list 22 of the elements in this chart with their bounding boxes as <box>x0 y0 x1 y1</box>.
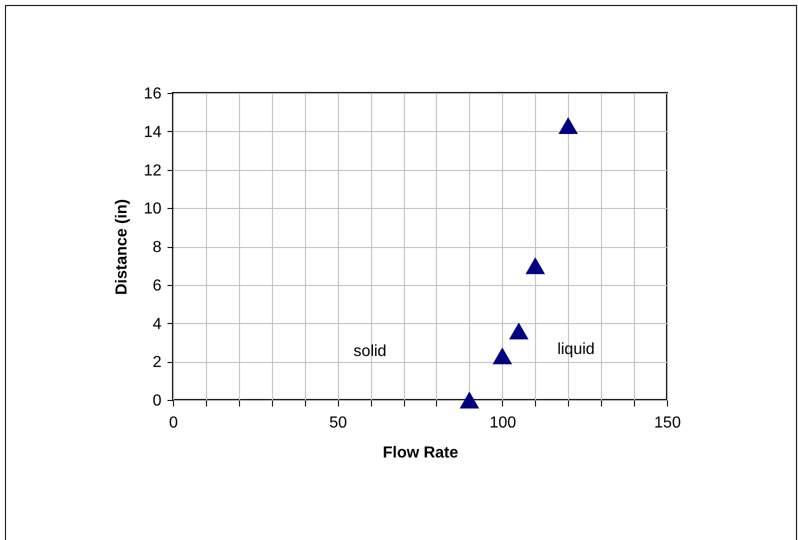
y-axis-title: Distance (in) <box>114 198 131 296</box>
y-tick-label: 4 <box>152 316 162 333</box>
point <box>492 347 512 364</box>
y-tick-label: 0 <box>152 392 162 410</box>
y-tick-label: 2 <box>152 354 162 372</box>
y-tick-label: 16 <box>144 86 162 102</box>
x-tick-label: 100 <box>489 414 516 432</box>
x-tick-label: 50 <box>329 414 348 432</box>
annotation: solid <box>354 343 386 361</box>
point <box>460 392 480 408</box>
x-tick-label: 150 <box>654 414 681 432</box>
y-tick-label: 6 <box>152 277 162 294</box>
point <box>558 117 578 134</box>
x-axis-title: Flow Rate <box>382 444 458 462</box>
y-tick-label: 8 <box>152 239 162 256</box>
y-tick-label: 12 <box>144 162 162 180</box>
x-tick-label: 0 <box>169 414 178 432</box>
annotation: liquid <box>557 341 595 359</box>
y-tick-label: 10 <box>144 200 162 218</box>
point <box>509 322 529 340</box>
point <box>526 257 546 274</box>
y-tick-label: 14 <box>144 124 162 141</box>
